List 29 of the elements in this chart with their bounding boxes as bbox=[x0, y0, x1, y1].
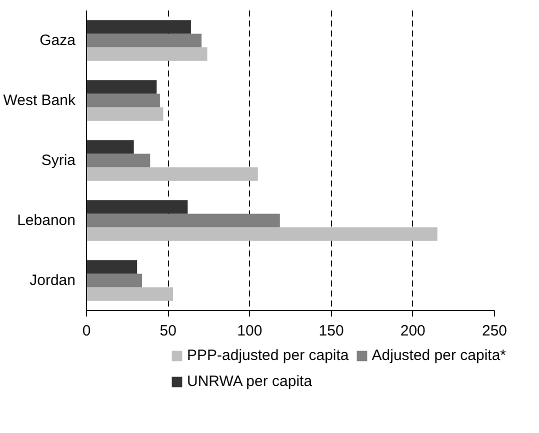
bar bbox=[86, 167, 258, 181]
x-tick-label: 100 bbox=[237, 322, 262, 340]
x-tick-label: 0 bbox=[82, 322, 91, 340]
y-tick-label: Syria bbox=[41, 152, 76, 169]
bar bbox=[86, 107, 164, 121]
y-tick-label: Lebanon bbox=[17, 212, 76, 229]
bar bbox=[86, 20, 191, 34]
bar bbox=[86, 260, 138, 274]
bar bbox=[86, 274, 142, 288]
bar bbox=[86, 227, 438, 241]
bar bbox=[86, 287, 173, 301]
bar bbox=[86, 140, 134, 154]
legend-label: UNRWA per capita bbox=[187, 373, 312, 390]
bar bbox=[86, 47, 208, 61]
bar bbox=[86, 200, 188, 214]
y-tick-label: Jordan bbox=[30, 272, 76, 289]
bar bbox=[86, 154, 150, 168]
x-tick-label: 150 bbox=[318, 322, 344, 340]
bar bbox=[86, 214, 280, 228]
y-tick-label: West Bank bbox=[3, 92, 76, 109]
legend-label: PPP-adjusted per capita bbox=[187, 347, 349, 364]
legend-label: Adjusted per capita* bbox=[372, 347, 506, 364]
bar bbox=[86, 94, 160, 108]
y-tick-label: Gaza bbox=[40, 32, 76, 49]
x-tick-label: 250 bbox=[482, 322, 508, 340]
x-tick-label: 50 bbox=[160, 322, 176, 340]
x-tick-label: 200 bbox=[400, 322, 426, 340]
bar bbox=[86, 80, 157, 94]
bar bbox=[86, 34, 202, 48]
